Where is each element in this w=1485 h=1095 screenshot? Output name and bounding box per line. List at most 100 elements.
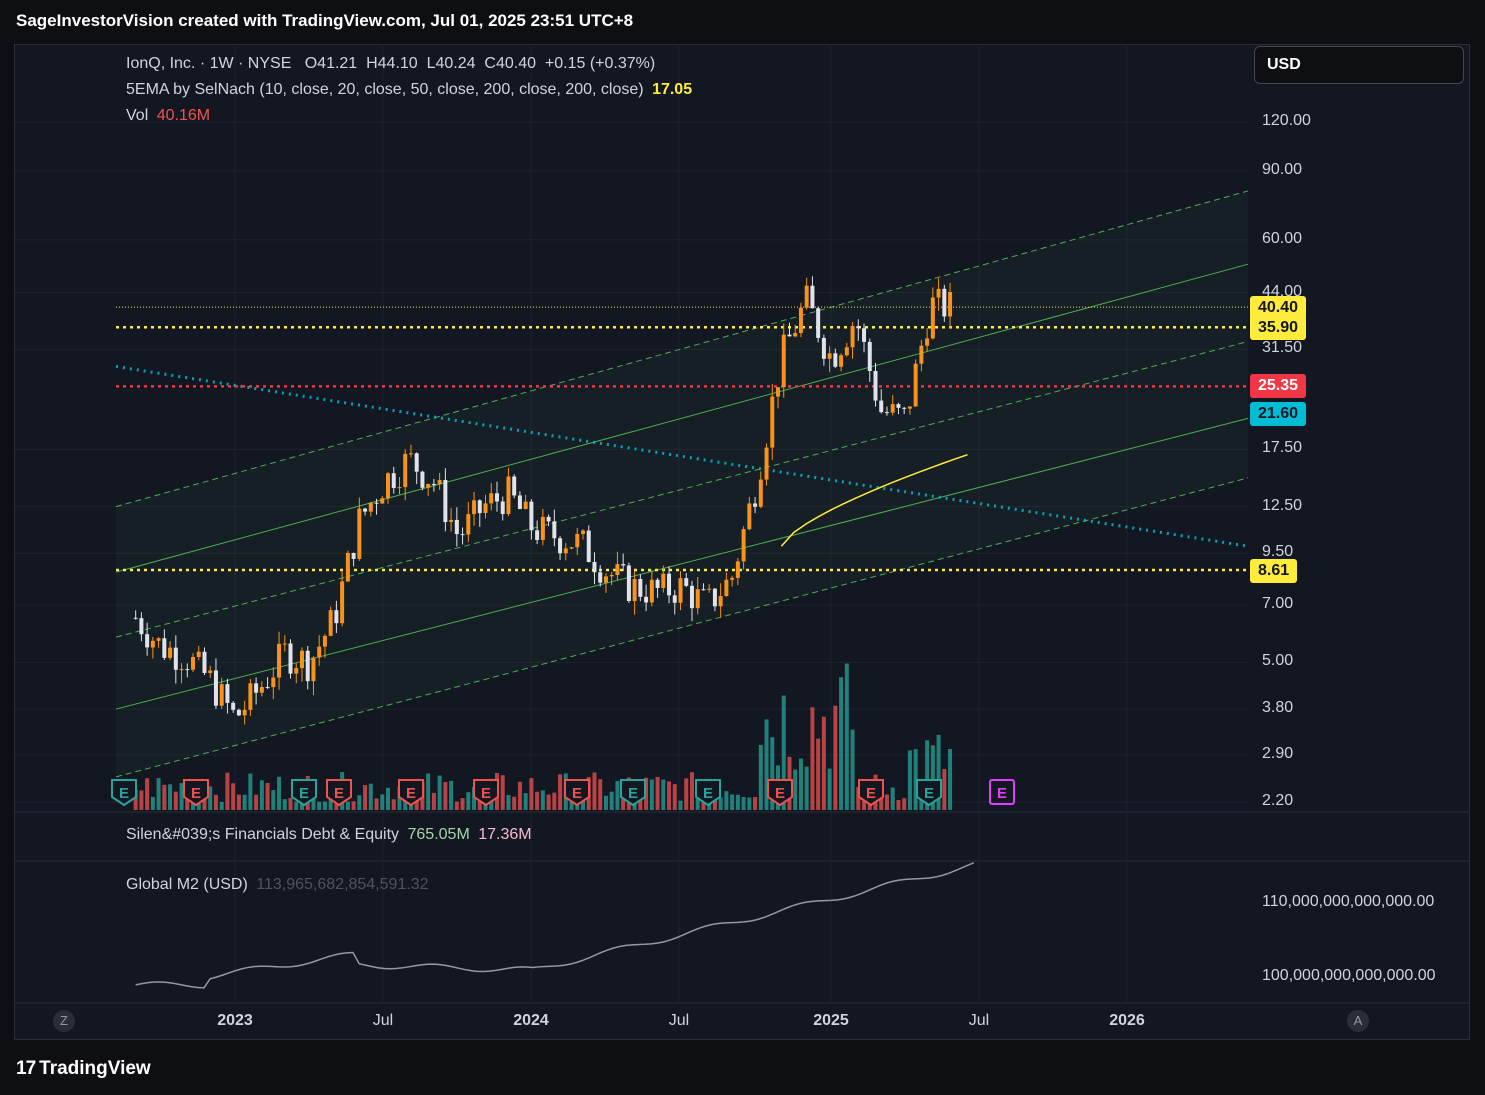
volume-bar: [472, 786, 477, 810]
volume-bar: [225, 772, 230, 810]
earnings-marker[interactable]: E: [564, 779, 590, 807]
earnings-marker[interactable]: E: [473, 779, 499, 807]
volume-bar: [747, 797, 752, 810]
candle: [345, 550, 350, 582]
price-axis-label: 2.20: [1262, 792, 1294, 809]
time-axis-label: Jul: [968, 1012, 990, 1029]
m2-legend[interactable]: Global M2 (USD) 113,965,682,854,591.32: [126, 876, 429, 894]
candle: [213, 658, 218, 709]
candle-body: [569, 547, 574, 549]
earnings-marker[interactable]: E: [111, 779, 137, 807]
volume-bar: [609, 791, 614, 810]
earnings-marker[interactable]: E: [858, 779, 884, 807]
volume-bar: [254, 794, 259, 810]
earnings-marker-frame: [916, 779, 942, 807]
candle-body: [638, 579, 643, 597]
volume-bar: [535, 791, 540, 810]
candle: [730, 575, 735, 587]
volume-bar: [638, 793, 643, 810]
candle-body: [856, 326, 861, 329]
auto-scale-button[interactable]: A: [1347, 1010, 1369, 1032]
candle-body: [282, 643, 287, 645]
volume-bar: [208, 786, 213, 810]
earnings-marker[interactable]: E: [620, 779, 646, 807]
tradingview-logo[interactable]: 17 TradingView: [16, 1058, 151, 1080]
earnings-marker[interactable]: E: [183, 779, 209, 807]
earnings-marker[interactable]: E: [326, 779, 352, 807]
earnings-marker[interactable]: E: [291, 779, 317, 807]
candle: [850, 321, 855, 359]
earnings-marker-label: E: [866, 785, 876, 802]
candle-body: [271, 677, 276, 688]
candle-body: [254, 683, 259, 693]
volume-bar: [294, 801, 299, 810]
candle-body: [374, 502, 379, 504]
currency-selector[interactable]: USD: [1254, 46, 1464, 84]
volume-bar: [884, 794, 889, 810]
candle: [942, 284, 947, 322]
volume-bar: [655, 776, 660, 810]
price-badge: 35.90: [1250, 316, 1307, 340]
volume-bar: [569, 801, 574, 810]
debt-value-1: 765.05M: [407, 826, 470, 843]
volume-bar: [202, 799, 207, 810]
debt-equity-legend[interactable]: Silen&#039;s Financials Debt & Equity 76…: [126, 826, 532, 844]
volume-bar: [265, 782, 270, 810]
candle: [707, 584, 712, 593]
candle: [242, 700, 247, 725]
candle-body: [890, 404, 895, 413]
candle: [219, 677, 224, 709]
candle: [621, 553, 626, 572]
candle-body: [535, 530, 540, 540]
earnings-marker[interactable]: E: [916, 779, 942, 807]
volume-bar: [827, 768, 832, 810]
earnings-marker[interactable]: E: [767, 779, 793, 807]
zoom-button[interactable]: Z: [53, 1010, 75, 1032]
earnings-marker[interactable]: E: [989, 779, 1015, 805]
volume-bar: [718, 797, 723, 810]
ema-value: 17.05: [652, 81, 693, 98]
candle-body: [500, 501, 505, 515]
candle: [236, 708, 241, 717]
volume-legend[interactable]: Vol 40.16M: [126, 107, 210, 125]
ema-legend[interactable]: 5EMA by SelNach (10, close, 20, close, 5…: [126, 81, 692, 99]
volume-bar: [546, 794, 551, 810]
volume-bar: [672, 784, 677, 810]
earnings-marker[interactable]: E: [398, 779, 424, 807]
ema-line: [780, 453, 968, 547]
earnings-marker-frame: [767, 779, 793, 807]
volume-bar: [603, 795, 608, 810]
candle-body: [925, 338, 930, 346]
candle: [598, 565, 603, 587]
candle-body: [431, 483, 436, 485]
volume-bar: [437, 775, 442, 810]
candle-body: [317, 646, 322, 658]
candle: [615, 551, 620, 581]
candle-body: [655, 579, 660, 588]
candle: [317, 635, 322, 666]
candle: [162, 629, 167, 661]
candle-body: [735, 561, 740, 578]
candle-body: [202, 651, 207, 673]
candle: [563, 543, 568, 561]
candle-body: [133, 617, 138, 619]
price-axis-label: 2.90: [1262, 745, 1294, 763]
candle: [431, 478, 436, 492]
volume-bar: [185, 799, 190, 810]
ohlc-change: +0.15 (+0.37%): [544, 55, 656, 72]
candle-body: [437, 479, 442, 485]
volume-bar: [391, 799, 396, 810]
volume-bar: [374, 798, 379, 810]
candle-body: [592, 561, 597, 573]
candle: [150, 637, 155, 659]
candle-body: [357, 508, 362, 559]
candle-body: [512, 476, 517, 496]
volume-bar: [798, 758, 803, 810]
candle-body: [443, 479, 448, 523]
volume-bar: [466, 792, 471, 810]
earnings-marker[interactable]: E: [695, 779, 721, 807]
earnings-marker-frame: [326, 779, 352, 807]
candle-body: [196, 651, 201, 658]
vol-label: Vol: [126, 107, 149, 124]
